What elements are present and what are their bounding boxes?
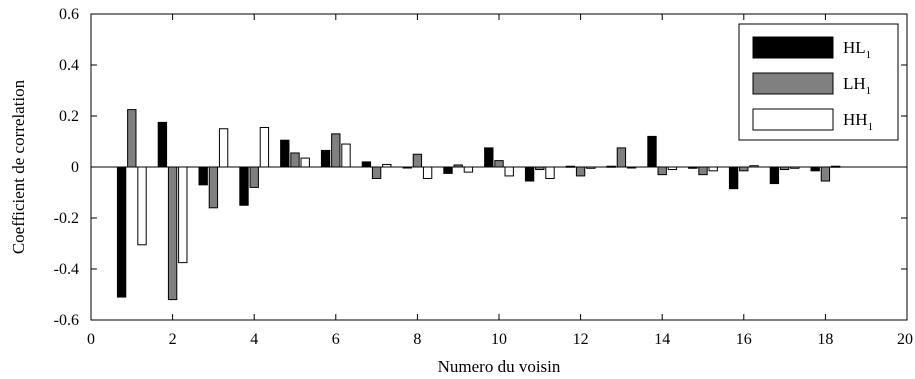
x-tick-label: 12 — [573, 331, 589, 348]
bar-hl-7 — [361, 161, 372, 168]
bar-hl-8 — [402, 166, 412, 169]
bar-lh-16 — [739, 166, 749, 172]
bar-hl-13 — [606, 165, 616, 168]
x-tick-label: 18 — [817, 331, 833, 348]
bar-lh-18 — [820, 166, 831, 182]
x-tick-label: 20 — [897, 331, 913, 348]
bar-hh-5 — [300, 157, 310, 168]
bar-hl-10 — [484, 147, 494, 168]
legend-swatch-lh — [752, 72, 834, 95]
y-tick-label: -0.2 — [54, 210, 79, 227]
x-tick-label: 16 — [736, 331, 752, 348]
x-tick-label: 0 — [87, 331, 95, 348]
legend-label-hh: HH1 — [843, 110, 873, 133]
bar-hl-12 — [565, 165, 576, 168]
bar-hl-17 — [769, 166, 780, 185]
bar-hl-9 — [443, 166, 453, 174]
bar-hh-18 — [830, 165, 841, 168]
bar-hl-4 — [239, 166, 249, 206]
bar-lh-14 — [657, 166, 667, 176]
bar-hl-1 — [116, 166, 127, 298]
bars-group — [116, 109, 841, 301]
bar-hh-12 — [586, 166, 596, 169]
bar-hh-15 — [708, 166, 718, 172]
bar-hh-11 — [545, 166, 555, 179]
bar-lh-13 — [616, 147, 627, 168]
bar-lh-4 — [249, 166, 259, 188]
bar-hl-15 — [688, 166, 698, 169]
bar-hl-5 — [280, 139, 290, 168]
bar-lh-8 — [412, 153, 423, 168]
bar-hl-14 — [647, 135, 657, 168]
bar-lh-1 — [127, 109, 137, 168]
bar-hh-8 — [422, 166, 433, 179]
y-tick-label: 0.2 — [59, 108, 79, 125]
bar-hh-13 — [626, 166, 637, 169]
bar-hh-4 — [259, 126, 270, 168]
x-tick-label: 6 — [332, 331, 340, 348]
legend-label-lh: LH1 — [843, 74, 871, 97]
y-axis-title: Coefficient de correlation — [9, 79, 28, 254]
bar-lh-7 — [371, 166, 382, 179]
y-tick-label: 0.4 — [59, 57, 79, 74]
bar-hh-14 — [667, 166, 678, 171]
bar-hh-17 — [790, 166, 800, 169]
bar-lh-11 — [535, 166, 545, 171]
bar-hl-6 — [320, 149, 331, 168]
x-tick-labels: 0 2 4 6 8 10 12 14 16 18 20 — [87, 331, 913, 348]
bar-hl-3 — [198, 166, 208, 186]
bar-hh-3 — [218, 128, 229, 168]
x-tick-label: 10 — [491, 331, 507, 348]
bar-lh-2 — [167, 166, 178, 301]
bar-lh-12 — [575, 166, 586, 177]
y-tick-label: -0.4 — [54, 261, 79, 278]
bar-lh-17 — [779, 166, 790, 171]
legend-label-hl: HL1 — [843, 38, 871, 61]
x-tick-label: 4 — [250, 331, 258, 348]
x-tick-label: 14 — [654, 331, 670, 348]
bar-lh-5 — [290, 152, 300, 168]
bar-lh-3 — [208, 166, 219, 209]
bar-lh-6 — [331, 133, 341, 168]
bar-hh-2 — [178, 166, 188, 264]
bar-hl-11 — [524, 166, 535, 182]
bar-hh-6 — [341, 143, 351, 168]
bar-hh-16 — [749, 165, 759, 168]
bar-hh-9 — [463, 166, 474, 173]
y-tick-label: 0 — [71, 159, 79, 176]
bar-hh-1 — [137, 166, 147, 246]
x-tick-label: 2 — [169, 331, 177, 348]
plot-frame — [90, 13, 908, 321]
bar-hh-10 — [504, 166, 514, 177]
bar-hl-18 — [810, 166, 820, 172]
x-tick-label: 8 — [413, 331, 421, 348]
y-tick-label: 0.6 — [59, 6, 79, 23]
legend-swatch-hl — [752, 36, 834, 59]
bar-lh-9 — [453, 164, 463, 168]
y-tick-labels: 0.6 0.4 0.2 0 -0.2 -0.4 -0.6 — [54, 6, 79, 329]
bar-lh-10 — [494, 160, 504, 168]
legend: HL1 LH1 HH1 — [738, 23, 899, 141]
bar-hl-16 — [728, 166, 739, 190]
bar-hh-7 — [382, 163, 392, 168]
x-axis-title: Numero du voisin — [438, 357, 561, 376]
y-tick-label: -0.6 — [54, 312, 79, 329]
bar-lh-15 — [698, 166, 708, 176]
bar-hl-2 — [157, 121, 168, 168]
legend-swatch-hh — [752, 108, 834, 131]
